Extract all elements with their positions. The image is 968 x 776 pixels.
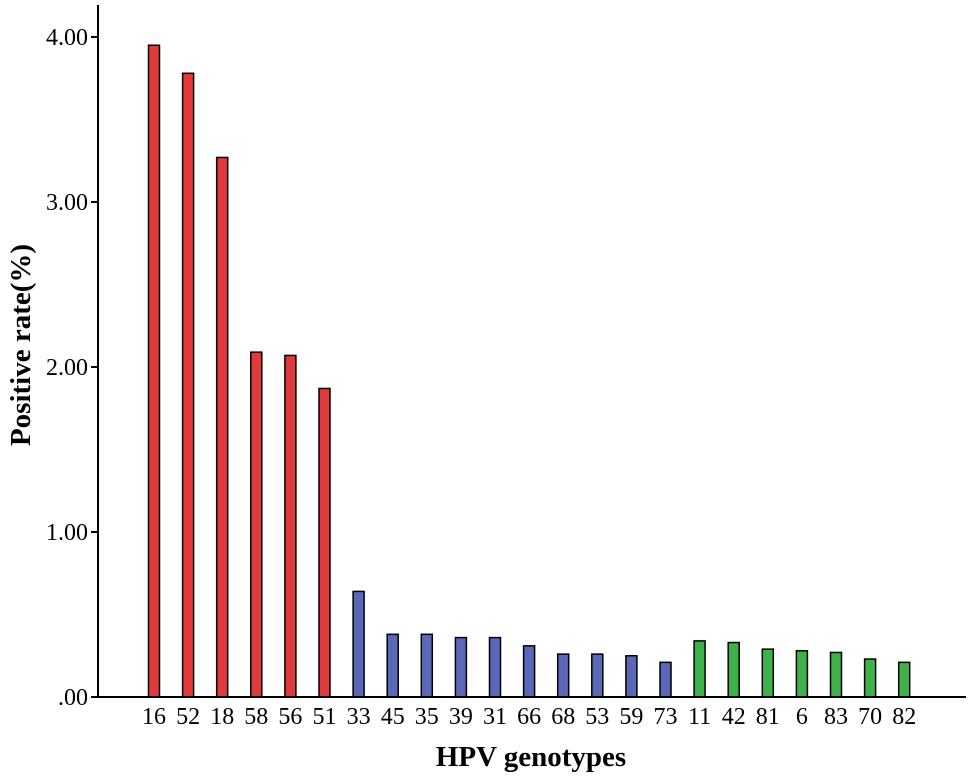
bar-16 (147, 44, 161, 698)
x-tick-label-56: 56 (278, 704, 302, 730)
x-tick-label-58: 58 (244, 704, 268, 730)
bar-39 (454, 636, 468, 698)
x-ticks: 16 52 18 58 56 51 33 45 35 39 31 66 68 53 59 73 11 42 81 6 8… (142, 704, 916, 730)
x-tick-label-53: 53 (585, 704, 609, 730)
bar-68 (556, 653, 570, 698)
bar-31 (488, 636, 502, 698)
bar-33 (352, 590, 365, 698)
bar-18 (215, 156, 229, 698)
x-tick-label-35: 35 (415, 704, 439, 730)
x-tick-label-83: 83 (824, 704, 848, 730)
bar-70 (863, 658, 877, 698)
y-tick-label: .00 (58, 685, 88, 711)
x-tick-label-73: 73 (654, 704, 678, 730)
y-tick-label: 3.00 (46, 190, 88, 216)
bar-53 (591, 653, 604, 698)
x-tick-label-42: 42 (722, 704, 746, 730)
bar-51 (318, 387, 331, 698)
bar-73 (659, 661, 672, 698)
y-ticks: .00 1.00 2.00 3.00 4.00 (46, 25, 98, 711)
y-axis-title: Positive rate(%) (5, 244, 37, 446)
x-tick-label-68: 68 (551, 704, 575, 730)
bar-83 (829, 651, 843, 698)
bar-52 (181, 72, 195, 698)
bar-81 (761, 648, 775, 698)
y-tick-label: 2.00 (46, 355, 88, 381)
bar-11 (693, 640, 706, 698)
x-tick-label-66: 66 (517, 704, 541, 730)
x-tick-label-45: 45 (381, 704, 405, 730)
x-tick-label-18: 18 (210, 704, 234, 730)
x-tick-label-81: 81 (756, 704, 780, 730)
x-tick-label-59: 59 (619, 704, 643, 730)
x-tick-label-39: 39 (449, 704, 473, 730)
x-tick-label-33: 33 (347, 704, 371, 730)
bar-66 (522, 645, 536, 698)
bars-layer (147, 44, 911, 698)
x-tick-label-6: 6 (796, 704, 808, 730)
bar-45 (386, 633, 399, 698)
bar-59 (625, 655, 638, 698)
y-tick-label: 1.00 (46, 520, 88, 546)
x-tick-label-31: 31 (483, 704, 507, 730)
bar-56 (284, 354, 297, 698)
x-tick-label-82: 82 (892, 704, 916, 730)
bar-42 (727, 641, 740, 698)
x-tick-label-52: 52 (176, 704, 200, 730)
x-axis-title: HPV genotypes (436, 741, 626, 773)
bar-35 (420, 633, 434, 698)
bar-82 (897, 661, 911, 698)
x-tick-label-70: 70 (858, 704, 882, 730)
bar-6 (795, 650, 809, 698)
x-tick-label-11: 11 (688, 704, 711, 730)
x-tick-label-16: 16 (142, 704, 166, 730)
x-tick-label-51: 51 (313, 704, 337, 730)
y-tick-label: 4.00 (46, 25, 88, 51)
bar-58 (250, 351, 263, 698)
